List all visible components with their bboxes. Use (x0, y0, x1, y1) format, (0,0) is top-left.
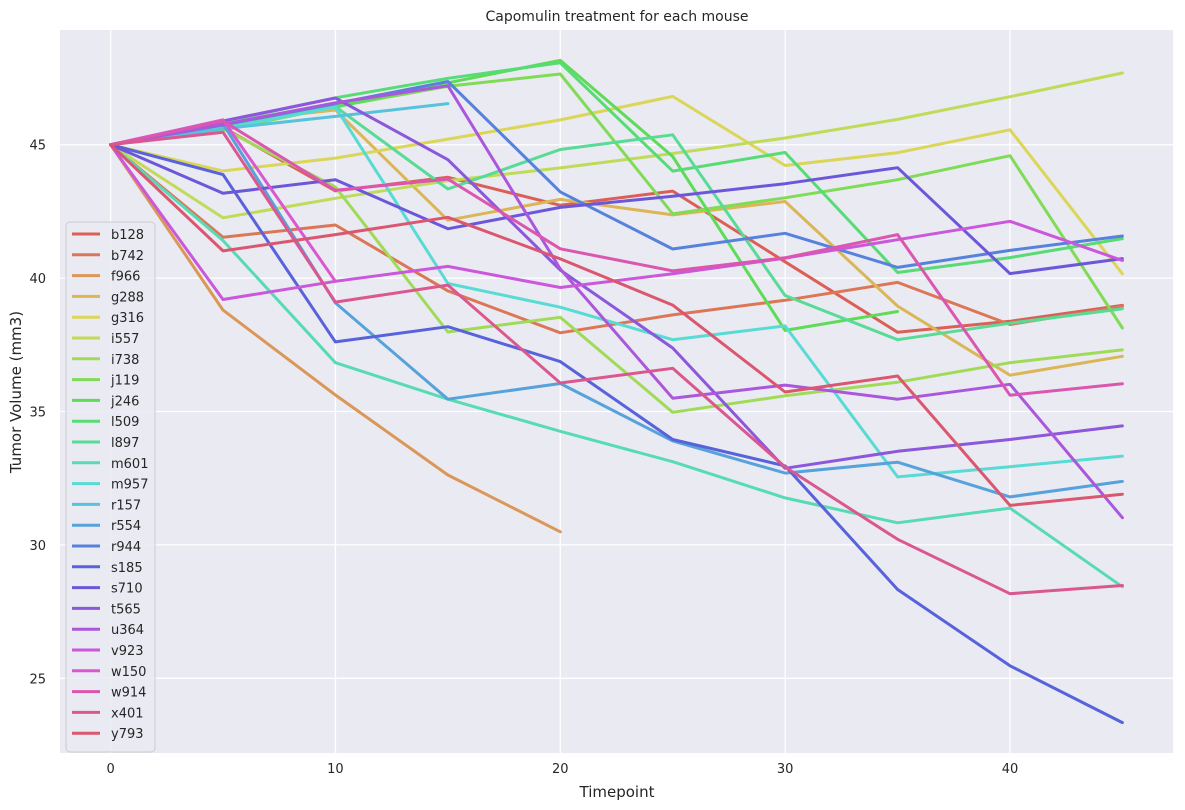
x-tick-label: 30 (777, 762, 794, 777)
series-line-i738 (109, 127, 1124, 414)
x-tick-label: 0 (106, 762, 114, 777)
series-line-f966 (109, 143, 562, 534)
x-tick-label: 10 (327, 762, 344, 777)
series-line-y793 (109, 143, 1124, 507)
series-line-t565 (109, 96, 1124, 470)
series-line-x401 (109, 130, 1124, 596)
legend-label: b742 (111, 249, 144, 264)
legend-label: f966 (111, 270, 140, 285)
series-line-u364 (109, 84, 1124, 520)
legend-label: r554 (111, 519, 141, 534)
x-tick-label: 40 (1002, 762, 1019, 777)
legend-label: g288 (111, 290, 144, 305)
legend-label: v923 (111, 644, 144, 659)
series-line-m601 (109, 143, 1124, 589)
legend-label: x401 (111, 706, 144, 721)
series-line-w914 (109, 119, 1124, 397)
x-tick-label: 20 (552, 762, 569, 777)
legend-label: l897 (111, 436, 139, 451)
legend-label: g316 (111, 311, 144, 326)
y-tick-label: 40 (29, 272, 46, 287)
y-tick-label: 35 (29, 406, 46, 421)
y-tick-label: 45 (29, 139, 46, 154)
legend-label: w914 (111, 686, 146, 701)
y-tick-label: 25 (29, 672, 46, 687)
y-axis-title: Tumor Volume (mm3) (7, 311, 25, 474)
series-line-i557 (109, 71, 1124, 220)
legend-label: j246 (110, 394, 139, 409)
series-line-m957 (109, 105, 1124, 479)
legend: b128 b742 f966 g288 g316 i557 i738 j119 j246 l509… (65, 221, 156, 753)
legend-label: l509 (111, 415, 139, 430)
series-lines (109, 58, 1124, 725)
legend-label: m601 (111, 457, 148, 472)
legend-label: s185 (111, 561, 143, 576)
legend-label: y793 (111, 727, 144, 742)
legend-label: i557 (111, 332, 139, 347)
legend-label: b128 (111, 228, 144, 243)
legend-label: w150 (111, 665, 146, 680)
y-tick-label: 30 (29, 539, 46, 554)
legend-label: t565 (111, 602, 141, 617)
legend-label: s710 (111, 582, 143, 597)
series-line-s710 (109, 143, 1124, 276)
x-axis-title: Timepoint (579, 783, 655, 801)
series-line-r157 (109, 102, 450, 147)
legend-box (65, 221, 156, 753)
tick-labels: 0 10 20 30 40 25 30 35 40 45 (29, 139, 1018, 777)
legend-label: r157 (111, 498, 141, 513)
legend-label: m957 (111, 478, 148, 493)
legend-label: j119 (110, 374, 139, 389)
legend-label: r944 (111, 540, 141, 555)
chart-title: Capomulin treatment for each mouse (486, 9, 749, 25)
series-line-r554 (109, 122, 1124, 499)
series-line-s185 (109, 143, 1124, 725)
legend-label: u364 (111, 623, 144, 638)
legend-label: i738 (111, 353, 139, 368)
